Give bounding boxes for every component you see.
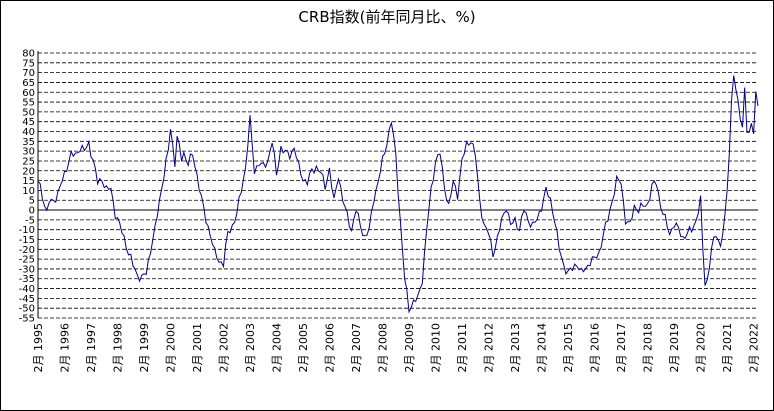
x-tick-label: 2月 2003 — [244, 323, 257, 373]
y-tick-label: 50 — [22, 107, 35, 118]
y-tick-label: -20 — [19, 245, 35, 256]
x-tick-label: 2月 2017 — [615, 323, 628, 373]
y-tick-label: 40 — [22, 127, 35, 138]
y-axis-tick-labels: 80757065605550454035302520151050-5-10-15… — [19, 49, 35, 325]
x-tick-label: 2月 2019 — [668, 323, 681, 373]
y-tick-label: 35 — [22, 137, 35, 148]
y-tick-label: -50 — [19, 304, 35, 315]
x-tick-label: 2月 2007 — [350, 323, 363, 373]
x-tick-label: 2月 2016 — [589, 323, 602, 373]
y-tick-label: 15 — [22, 176, 35, 187]
chart-title: CRB指数(前年同月比、%) — [298, 8, 476, 26]
y-tick-label: 80 — [22, 49, 35, 60]
series-line-group — [37, 75, 759, 314]
y-tick-label: 70 — [22, 68, 35, 79]
y-tick-label: 55 — [22, 98, 35, 109]
y-tick-label: 45 — [22, 117, 35, 128]
x-tick-label: 2月 2010 — [430, 323, 443, 373]
x-tick-label: 2月 2014 — [536, 323, 549, 373]
y-tick-label: 25 — [22, 156, 35, 167]
y-tick-label: -45 — [19, 294, 35, 305]
x-tick-label: 2月 1997 — [85, 323, 98, 373]
x-tick-label: 2月 2012 — [483, 323, 496, 373]
x-tick-label: 2月 2011 — [456, 323, 469, 373]
x-tick-label: 2月 2008 — [377, 323, 390, 373]
y-tick-label: -5 — [25, 215, 35, 226]
x-tick-label: 2月 2005 — [297, 323, 310, 373]
y-tick-label: -40 — [19, 284, 35, 295]
x-tick-label: 2月 2013 — [509, 323, 522, 373]
x-tick-label: 2月 2015 — [562, 323, 575, 373]
y-tick-label: -10 — [19, 225, 35, 236]
y-tick-label: -15 — [19, 235, 35, 246]
y-tick-label: 65 — [22, 78, 35, 89]
x-tick-label: 2月 2009 — [403, 323, 416, 373]
y-tick-label: -25 — [19, 255, 35, 266]
y-tick-label: 75 — [22, 58, 35, 69]
x-tick-label: 2月 2018 — [642, 323, 655, 373]
x-tick-label: 2月 1996 — [59, 323, 72, 373]
x-axis-tick-labels: 2月 1995 2月 1996 2月 1997 2月 1998 2月 1999 2月 20… — [32, 323, 761, 373]
series-line — [37, 75, 759, 314]
x-tick-label: 2月 2022 — [748, 323, 761, 373]
y-tick-label: -55 — [19, 314, 35, 325]
x-tick-label: 2月 1998 — [112, 323, 125, 373]
x-tick-label: 2月 1999 — [138, 323, 151, 373]
x-tick-label: 2月 2002 — [218, 323, 231, 373]
y-tick-label: -35 — [19, 274, 35, 285]
x-tick-label: 2月 2001 — [191, 323, 204, 373]
y-tick-label: 30 — [22, 147, 35, 158]
x-tick-label: 2月 2004 — [271, 323, 284, 373]
x-tick-label: 2月 2021 — [721, 323, 734, 373]
y-tick-label: 60 — [22, 88, 35, 99]
y-tick-label: 10 — [22, 186, 35, 197]
y-tick-label: 20 — [22, 166, 35, 177]
x-tick-label: 2月 2000 — [165, 323, 178, 373]
x-tick-label: 2月 1995 — [32, 323, 45, 373]
y-tick-label: 5 — [29, 196, 35, 207]
y-tick-label: 0 — [29, 206, 35, 217]
gridlines — [38, 52, 758, 319]
x-tick-label: 2月 2020 — [695, 323, 708, 373]
y-tick-label: -30 — [19, 264, 35, 275]
x-tick-label: 2月 2006 — [324, 323, 337, 373]
